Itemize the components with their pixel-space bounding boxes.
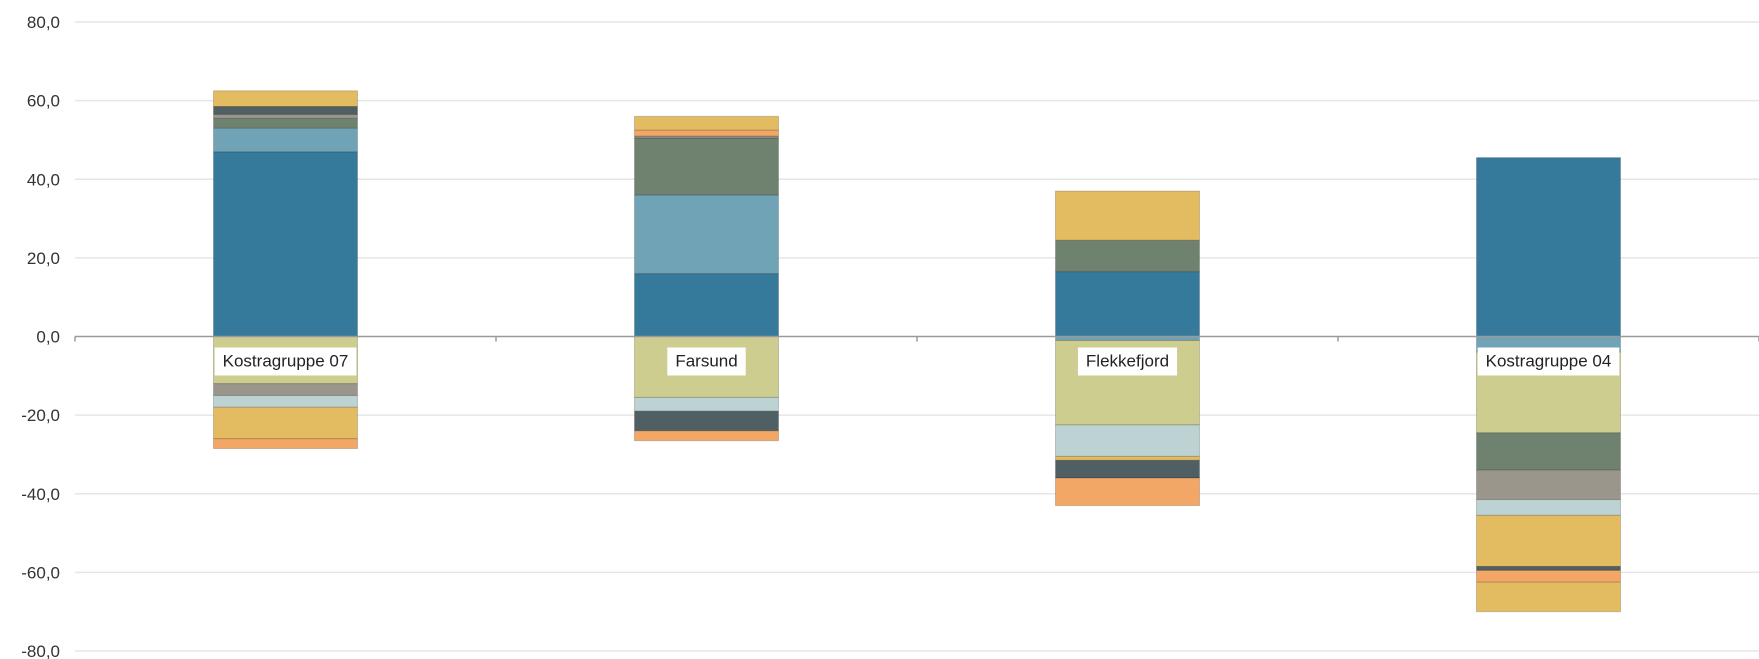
bar-segment xyxy=(1055,477,1200,507)
bar-segment xyxy=(1476,157,1621,337)
bar-segment xyxy=(634,410,779,432)
category-label-background xyxy=(1477,347,1620,376)
bar-segment xyxy=(213,438,358,450)
bar-segment xyxy=(1476,565,1621,571)
y-tick-label: 60,0 xyxy=(27,92,60,111)
category-label-text: Flekkefjord xyxy=(1086,352,1169,371)
bar-segment xyxy=(213,406,358,440)
category-label-text: Farsund xyxy=(675,352,737,371)
bar-segment xyxy=(634,129,779,137)
y-tick-label: 20,0 xyxy=(27,249,60,268)
bar-segment xyxy=(1476,469,1621,501)
y-tick-label: -20,0 xyxy=(21,406,60,425)
bar-segment xyxy=(213,117,358,129)
bar-segment xyxy=(213,127,358,153)
y-tick-label: -80,0 xyxy=(21,642,60,659)
category-label-background xyxy=(667,347,746,376)
bar-segment xyxy=(1055,239,1200,273)
bar-segment xyxy=(1476,569,1621,583)
category-label-text: Kostragruppe 04 xyxy=(1486,352,1612,371)
bar-segment xyxy=(1476,581,1621,613)
bar-segment xyxy=(213,383,358,396)
bar-stack xyxy=(1476,157,1621,613)
bar-segment xyxy=(1055,271,1200,337)
category-label-background xyxy=(1077,347,1178,376)
y-tick-label: 0,0 xyxy=(36,328,60,347)
category-label: Kostragruppe 07 xyxy=(214,347,357,376)
category-labels: Kostragruppe 07 Farsund Flekkefjord Kostrag… xyxy=(214,347,1620,376)
bar-segment xyxy=(634,396,779,412)
bar-segment xyxy=(1476,432,1621,471)
x-axis xyxy=(74,335,1759,342)
bar-segment xyxy=(634,115,779,131)
bar-segment xyxy=(1055,455,1200,461)
bar-segment xyxy=(634,430,779,442)
y-tick-label: -40,0 xyxy=(21,485,60,504)
y-tick-label: -60,0 xyxy=(21,563,60,582)
bar-segment xyxy=(634,137,779,196)
category-label: Flekkefjord xyxy=(1077,347,1178,376)
category-label: Farsund xyxy=(667,347,746,376)
bar-segment xyxy=(634,194,779,275)
bar-segment xyxy=(213,113,358,119)
y-tick-label: 40,0 xyxy=(27,170,60,189)
category-label-background xyxy=(214,347,357,376)
bar-stack xyxy=(1055,190,1200,507)
bar-segment xyxy=(213,106,358,115)
bar-segment xyxy=(1476,499,1621,516)
category-label-text: Kostragruppe 07 xyxy=(223,352,349,371)
bar-segment xyxy=(634,273,779,338)
bar-segment xyxy=(213,90,358,108)
bar-stack xyxy=(213,90,358,450)
bar-segment xyxy=(1476,514,1621,567)
bar-segment xyxy=(1055,459,1200,479)
bar-segment xyxy=(213,394,358,408)
bar-segment xyxy=(213,151,358,337)
y-tick-label: 80,0 xyxy=(27,13,60,32)
bar-segment xyxy=(1055,190,1200,241)
y-axis-tick-labels: 80,0 60,0 40,0 20,0 0,0 -20,0 -40,0 -60,0 -80,0 xyxy=(21,13,60,659)
bar-stacks xyxy=(213,90,1621,613)
category-label: Kostragruppe 04 xyxy=(1477,347,1620,376)
bar-segment xyxy=(1055,424,1200,457)
bar-stack xyxy=(634,115,779,442)
